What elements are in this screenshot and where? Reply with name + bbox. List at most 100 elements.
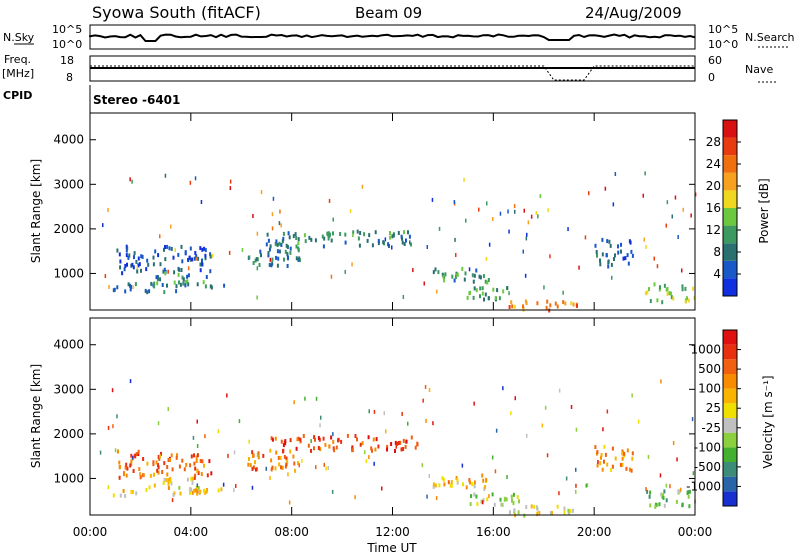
- scatter-point: [499, 211, 502, 216]
- data-point: [327, 231, 330, 236]
- freq-unit: [MHz]: [2, 67, 34, 80]
- data-point: [604, 452, 607, 457]
- scatter-point: [364, 450, 366, 455]
- scatter-point: [645, 245, 647, 249]
- scatter-point: [524, 273, 527, 278]
- colorbar-tick-label: -500: [694, 460, 721, 474]
- data-point: [163, 247, 165, 252]
- scatter-point: [422, 398, 424, 403]
- data-point: [128, 253, 131, 258]
- data-point: [255, 257, 258, 262]
- data-point: [658, 502, 661, 507]
- data-point: [274, 466, 277, 471]
- data-point: [283, 257, 285, 262]
- data-point: [166, 472, 169, 477]
- data-point: [292, 454, 295, 459]
- scatter-point: [575, 467, 577, 472]
- scatter-point: [108, 285, 110, 289]
- data-point: [275, 255, 278, 260]
- y-tick-label: 3000: [53, 177, 84, 191]
- data-point: [370, 446, 373, 451]
- data-point: [294, 232, 297, 237]
- scatter-point: [672, 441, 675, 445]
- data-point: [475, 494, 478, 499]
- scatter-point: [196, 444, 199, 448]
- colorbar-tick-label: -100: [694, 440, 721, 454]
- data-point: [660, 492, 663, 497]
- scatter-point: [656, 264, 659, 269]
- data-point: [572, 508, 574, 513]
- data-point: [403, 230, 405, 235]
- data-point: [270, 436, 273, 441]
- data-point: [447, 480, 450, 485]
- scatter-point: [222, 482, 225, 487]
- data-point: [333, 448, 336, 453]
- data-point: [386, 447, 388, 452]
- scatter-point: [395, 444, 397, 449]
- data-point: [267, 253, 270, 258]
- data-point: [209, 254, 212, 259]
- colorbar-swatch: [723, 172, 737, 191]
- data-point: [189, 246, 192, 251]
- data-point: [193, 475, 196, 480]
- data-point: [199, 459, 202, 463]
- data-point: [193, 461, 196, 466]
- y-tick-label: 1000: [53, 266, 84, 280]
- data-point: [129, 287, 132, 292]
- data-point: [121, 271, 124, 276]
- data-point: [148, 289, 151, 294]
- velocity-panel-frame: [89, 317, 696, 516]
- data-point: [377, 238, 380, 243]
- data-point: [162, 269, 165, 274]
- data-point: [202, 280, 205, 285]
- data-point: [486, 280, 489, 285]
- data-point: [163, 267, 166, 272]
- scatter-point: [681, 268, 683, 273]
- scatter-point: [401, 411, 403, 416]
- data-point: [284, 464, 287, 469]
- data-point: [595, 250, 598, 254]
- scatter-point: [428, 388, 431, 392]
- data-point: [181, 259, 184, 264]
- data-point: [649, 503, 652, 508]
- data-point: [649, 299, 652, 303]
- data-point: [443, 482, 446, 487]
- colorbar-swatch: [723, 120, 737, 138]
- data-point: [283, 455, 286, 459]
- data-point: [130, 490, 133, 495]
- data-point: [191, 480, 194, 485]
- data-point: [161, 283, 164, 287]
- data-point: [374, 447, 377, 452]
- data-point: [271, 465, 274, 470]
- data-point: [267, 251, 270, 256]
- data-point: [251, 450, 254, 455]
- data-point: [131, 490, 134, 494]
- scatter-point: [567, 227, 569, 232]
- data-point: [609, 243, 612, 248]
- freq-bottom-tick: 8: [66, 71, 73, 84]
- data-point: [204, 253, 207, 258]
- colorbar-swatch: [723, 476, 737, 492]
- scatter-point: [690, 213, 692, 218]
- data-point: [280, 465, 282, 470]
- data-point: [469, 502, 472, 507]
- scatter-point: [272, 196, 275, 201]
- scatter-point: [278, 221, 281, 226]
- data-point: [197, 486, 200, 490]
- data-point: [354, 434, 357, 438]
- colorbar-swatch: [723, 418, 737, 433]
- scatter-point: [691, 417, 694, 422]
- data-point: [613, 257, 615, 261]
- data-point: [450, 483, 453, 488]
- data-point: [185, 462, 188, 467]
- y-tick-label: 2000: [53, 427, 84, 441]
- data-point: [194, 488, 197, 493]
- data-point: [473, 480, 476, 485]
- data-point: [599, 461, 602, 466]
- data-point: [124, 465, 127, 470]
- scatter-point: [525, 236, 528, 241]
- scatter-point: [514, 209, 516, 214]
- data-point: [596, 463, 599, 468]
- scatter-point: [597, 459, 599, 464]
- data-point: [119, 265, 122, 270]
